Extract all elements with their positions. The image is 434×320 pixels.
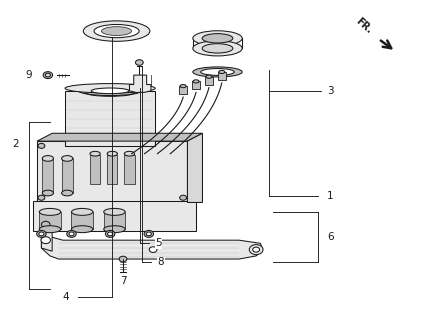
Text: 1: 1 (326, 191, 333, 201)
Ellipse shape (65, 84, 155, 93)
Ellipse shape (135, 60, 143, 65)
Ellipse shape (83, 21, 150, 41)
Ellipse shape (62, 156, 72, 161)
Polygon shape (41, 223, 262, 259)
Ellipse shape (193, 80, 199, 83)
Polygon shape (33, 201, 196, 231)
Bar (107, 155, 117, 184)
Text: 5: 5 (155, 238, 161, 248)
Text: 9: 9 (25, 70, 32, 80)
Ellipse shape (45, 73, 50, 77)
Ellipse shape (41, 221, 50, 228)
Ellipse shape (69, 232, 74, 236)
Ellipse shape (180, 84, 186, 88)
Ellipse shape (36, 230, 46, 237)
Ellipse shape (192, 41, 242, 56)
Bar (192, 81, 200, 89)
Ellipse shape (200, 68, 234, 76)
Ellipse shape (107, 151, 117, 156)
Ellipse shape (103, 226, 125, 233)
Ellipse shape (90, 151, 100, 156)
Bar (62, 158, 72, 193)
Ellipse shape (144, 230, 153, 237)
Ellipse shape (218, 70, 224, 74)
Text: 8: 8 (157, 257, 164, 267)
Ellipse shape (149, 247, 157, 252)
Text: 7: 7 (119, 276, 126, 286)
Bar (179, 86, 187, 94)
Bar (71, 212, 93, 229)
Ellipse shape (105, 230, 115, 237)
Ellipse shape (43, 72, 53, 78)
Ellipse shape (94, 24, 139, 38)
Ellipse shape (119, 256, 127, 262)
Bar (42, 158, 53, 193)
Ellipse shape (39, 226, 61, 233)
Ellipse shape (103, 208, 125, 215)
Ellipse shape (192, 67, 242, 77)
Ellipse shape (66, 230, 76, 237)
Ellipse shape (179, 195, 186, 200)
Polygon shape (65, 91, 155, 146)
Bar (124, 155, 134, 184)
Text: FR.: FR. (352, 16, 372, 35)
Ellipse shape (101, 27, 132, 36)
Ellipse shape (91, 88, 129, 94)
Text: 4: 4 (62, 292, 69, 302)
Text: 3: 3 (326, 86, 333, 96)
Ellipse shape (79, 86, 141, 96)
Ellipse shape (249, 244, 263, 255)
Polygon shape (129, 75, 151, 92)
Bar (39, 212, 61, 229)
Ellipse shape (42, 156, 53, 161)
Ellipse shape (42, 190, 53, 196)
Ellipse shape (38, 195, 45, 200)
Ellipse shape (41, 237, 50, 244)
Bar (217, 72, 225, 80)
Ellipse shape (202, 44, 232, 53)
Polygon shape (187, 133, 202, 203)
Ellipse shape (192, 31, 242, 46)
Bar (103, 212, 125, 229)
Text: 2: 2 (13, 139, 19, 149)
Ellipse shape (62, 190, 72, 196)
Ellipse shape (202, 34, 232, 43)
Ellipse shape (124, 151, 134, 156)
Ellipse shape (38, 143, 45, 148)
Ellipse shape (39, 208, 61, 215)
Text: 6: 6 (326, 232, 333, 242)
Bar (204, 77, 212, 84)
Ellipse shape (39, 232, 44, 236)
Ellipse shape (252, 247, 259, 252)
Ellipse shape (71, 226, 93, 233)
Ellipse shape (146, 232, 151, 236)
Polygon shape (37, 141, 187, 203)
Ellipse shape (205, 75, 211, 78)
Ellipse shape (71, 208, 93, 215)
Ellipse shape (107, 232, 112, 236)
Bar (90, 155, 100, 184)
Polygon shape (37, 133, 202, 141)
Polygon shape (41, 229, 52, 251)
